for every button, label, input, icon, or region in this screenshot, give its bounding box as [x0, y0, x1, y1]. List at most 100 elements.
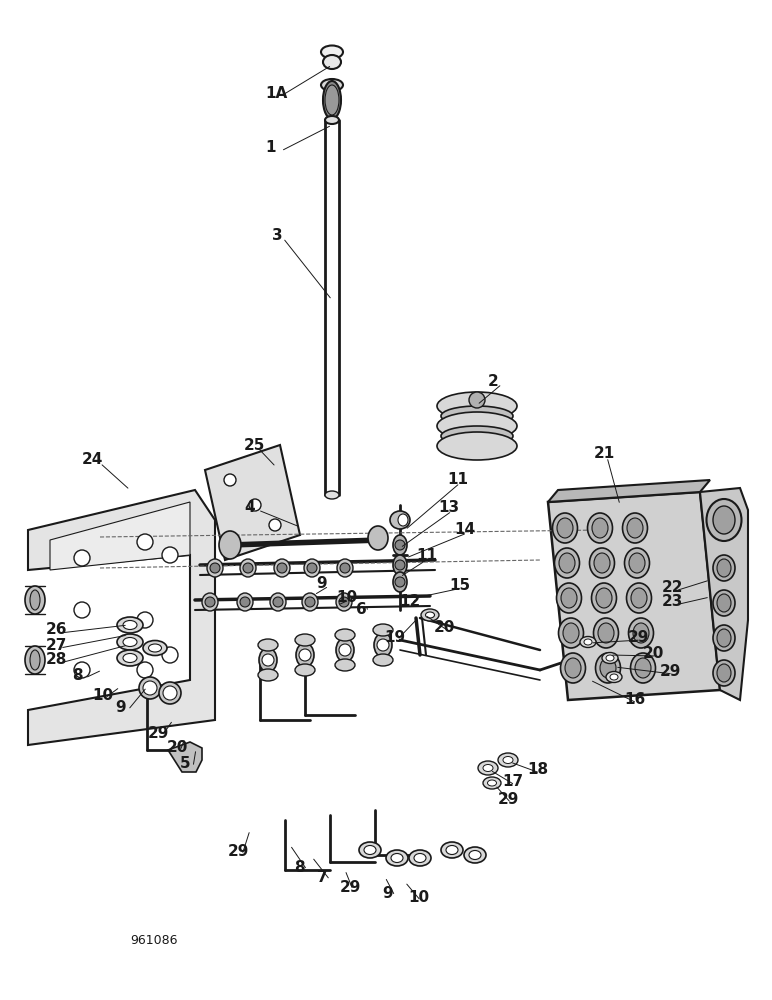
Circle shape — [243, 563, 253, 573]
Text: 26: 26 — [46, 622, 67, 638]
Ellipse shape — [561, 588, 577, 608]
Ellipse shape — [469, 850, 481, 859]
Ellipse shape — [713, 555, 735, 581]
Ellipse shape — [558, 618, 584, 648]
Ellipse shape — [560, 653, 585, 683]
Text: 29: 29 — [228, 844, 249, 859]
Polygon shape — [168, 742, 202, 772]
Ellipse shape — [258, 639, 278, 651]
Text: 14: 14 — [454, 522, 475, 538]
Ellipse shape — [374, 633, 392, 657]
Ellipse shape — [117, 617, 143, 633]
Polygon shape — [28, 490, 215, 745]
Text: 16: 16 — [624, 692, 645, 708]
Ellipse shape — [295, 664, 315, 676]
Circle shape — [469, 392, 485, 408]
Circle shape — [74, 602, 90, 618]
Ellipse shape — [302, 593, 318, 611]
Ellipse shape — [627, 518, 643, 538]
Ellipse shape — [591, 583, 617, 613]
Text: 9: 9 — [115, 700, 126, 714]
Text: 18: 18 — [527, 762, 548, 778]
Ellipse shape — [717, 629, 731, 647]
Ellipse shape — [594, 553, 610, 573]
Ellipse shape — [30, 590, 40, 610]
Ellipse shape — [437, 432, 517, 460]
Ellipse shape — [563, 623, 579, 643]
Ellipse shape — [706, 499, 741, 541]
Text: 29: 29 — [628, 630, 649, 645]
Ellipse shape — [237, 593, 253, 611]
Ellipse shape — [627, 583, 652, 613]
Text: 20: 20 — [434, 619, 455, 635]
Circle shape — [210, 563, 220, 573]
Ellipse shape — [295, 634, 315, 646]
Ellipse shape — [139, 677, 161, 699]
Ellipse shape — [557, 583, 581, 613]
Ellipse shape — [336, 638, 354, 662]
Circle shape — [137, 534, 153, 550]
Circle shape — [377, 639, 389, 651]
Ellipse shape — [464, 847, 486, 863]
Circle shape — [249, 499, 261, 511]
Text: 2: 2 — [488, 374, 499, 389]
Text: 10: 10 — [408, 890, 429, 906]
Text: 8: 8 — [294, 859, 305, 874]
Text: 5: 5 — [180, 756, 191, 772]
Ellipse shape — [595, 653, 621, 683]
Polygon shape — [548, 480, 710, 502]
Ellipse shape — [503, 756, 513, 764]
Ellipse shape — [559, 553, 575, 573]
Ellipse shape — [159, 682, 181, 704]
Ellipse shape — [483, 777, 501, 789]
Circle shape — [299, 649, 311, 661]
Ellipse shape — [717, 594, 731, 612]
Ellipse shape — [258, 669, 278, 681]
Ellipse shape — [437, 392, 517, 420]
Ellipse shape — [631, 588, 647, 608]
Ellipse shape — [414, 854, 426, 862]
Polygon shape — [50, 502, 190, 570]
Circle shape — [395, 577, 405, 587]
Circle shape — [339, 644, 351, 656]
Polygon shape — [205, 445, 300, 560]
Text: 21: 21 — [594, 446, 615, 462]
Text: 24: 24 — [82, 452, 103, 468]
Ellipse shape — [635, 658, 651, 678]
Ellipse shape — [359, 842, 381, 858]
Text: 20: 20 — [167, 740, 188, 756]
Ellipse shape — [478, 761, 498, 775]
Ellipse shape — [633, 623, 649, 643]
Circle shape — [162, 547, 178, 563]
Ellipse shape — [596, 588, 612, 608]
Ellipse shape — [592, 518, 608, 538]
Ellipse shape — [713, 625, 735, 651]
Ellipse shape — [437, 412, 517, 440]
Ellipse shape — [487, 780, 496, 786]
Ellipse shape — [296, 643, 314, 667]
Ellipse shape — [587, 513, 612, 543]
Text: 13: 13 — [438, 500, 459, 516]
Text: 9: 9 — [382, 886, 393, 900]
Ellipse shape — [207, 559, 223, 577]
Ellipse shape — [629, 553, 645, 573]
Circle shape — [277, 563, 287, 573]
Ellipse shape — [325, 116, 339, 124]
Text: 22: 22 — [662, 580, 683, 595]
Circle shape — [224, 474, 236, 486]
Ellipse shape — [321, 79, 343, 91]
Text: 15: 15 — [449, 578, 470, 592]
Ellipse shape — [606, 655, 614, 661]
Text: 25: 25 — [244, 438, 266, 452]
Ellipse shape — [373, 624, 393, 636]
Text: 9: 9 — [316, 576, 327, 590]
Text: 8: 8 — [72, 668, 83, 682]
Ellipse shape — [598, 623, 614, 643]
Ellipse shape — [123, 654, 137, 662]
Circle shape — [395, 560, 405, 570]
Text: 7: 7 — [317, 869, 327, 884]
Ellipse shape — [143, 641, 167, 656]
Ellipse shape — [259, 648, 277, 672]
Ellipse shape — [321, 45, 343, 58]
Ellipse shape — [398, 514, 408, 526]
